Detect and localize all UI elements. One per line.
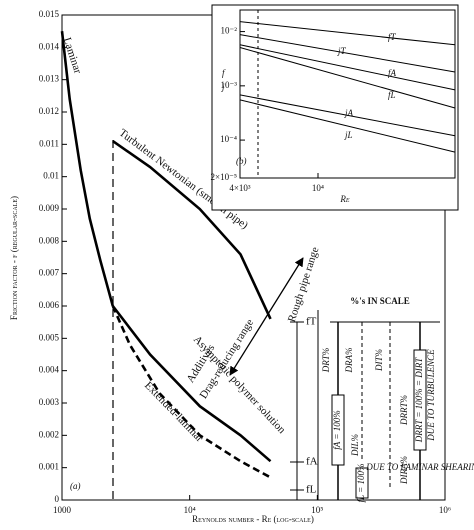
y-tick-label: 0.001 <box>39 462 59 472</box>
y-axis-label: Friction factor - f (regular-scale) <box>9 196 19 320</box>
y-tick-label: 10⁻³ <box>221 80 238 90</box>
annotation: Rough pipe range <box>286 246 322 324</box>
y-tick-label: 0.002 <box>39 429 59 439</box>
series-line <box>111 305 272 463</box>
scale-title: %'s IN SCALE <box>350 296 410 306</box>
series-line <box>239 47 456 109</box>
y-tick-label: 0.014 <box>39 41 60 51</box>
x-tick-label: 10⁶ <box>439 505 451 515</box>
scale-label: DIL% <box>350 434 360 457</box>
series-label: jA <box>344 108 354 118</box>
x-tick-label: 1000 <box>53 505 72 515</box>
series-line <box>239 44 456 91</box>
scale-label: DRA% <box>344 348 354 374</box>
series-label: fT <box>388 32 397 42</box>
y-tick-label: 0.013 <box>39 74 60 84</box>
series-label: fA <box>388 68 397 78</box>
series-label: fL <box>388 90 396 100</box>
scale-label: DUE TO LAMINAR SHEARING <box>365 462 474 472</box>
series-line <box>60 31 115 307</box>
y-tick-label: 2×10⁻⁵ <box>211 172 237 182</box>
y-tick-label: 0.004 <box>39 365 60 375</box>
y-tick-label: 0.012 <box>39 106 59 116</box>
y-tick-label: 10⁻² <box>221 26 238 36</box>
annotation: fL <box>306 484 317 496</box>
inset-background <box>211 4 459 211</box>
y-tick-label: 0.009 <box>39 203 60 213</box>
series-label: Extended-laminar <box>142 380 206 445</box>
series-line <box>239 99 456 153</box>
y-tick-label: 0.005 <box>39 332 60 342</box>
series-line <box>239 34 456 73</box>
scale-label: DUE TO TURBULENCE <box>426 349 436 442</box>
y-tick-label: 0.015 <box>39 9 60 19</box>
series-label: jT <box>337 46 347 56</box>
x-axis-label: Re <box>339 194 349 204</box>
panel-label: (b) <box>236 156 247 166</box>
scale-label: fL = 100% <box>356 464 366 503</box>
series-label: jL <box>344 130 353 140</box>
scale-label: DRRT = 100% = DIRT <box>414 357 424 443</box>
x-tick-label: 10⁵ <box>311 505 323 515</box>
scale-bars <box>330 321 440 500</box>
inset-frame <box>239 9 456 179</box>
x-tick-label: 10⁴ <box>184 505 196 515</box>
series-line <box>111 305 272 479</box>
annotation: (a) <box>70 481 81 491</box>
scale-label: DIT% <box>374 349 384 372</box>
y-tick-label: 10⁻⁴ <box>220 134 237 144</box>
scale-label: DRT% <box>321 348 331 374</box>
y-tick-label: 0.008 <box>39 235 60 245</box>
drag-arrow <box>229 257 304 376</box>
y-tick-label: 0.007 <box>39 268 60 278</box>
scale-label: DRRT% <box>399 395 409 426</box>
x-tick-label: 10⁴ <box>312 183 324 193</box>
y-axis-label: f <box>222 68 226 78</box>
annotation: fA <box>306 456 318 468</box>
y-axis-label: j <box>221 82 225 92</box>
series-line <box>239 94 456 137</box>
annotation: fT <box>306 316 317 328</box>
y-tick-label: 0.01 <box>43 171 59 181</box>
y-tick-label: 0 <box>55 494 60 504</box>
y-tick-label: 0.003 <box>39 397 60 407</box>
x-tick-label: 4×10³ <box>229 183 251 193</box>
scale-label: DIRA% <box>399 456 409 485</box>
x-axis-label: Reynolds number - Re (log-scale) <box>192 514 314 524</box>
series-line <box>239 21 456 46</box>
y-tick-label: 0.006 <box>39 300 60 310</box>
series-line <box>112 140 272 320</box>
scale-label: fA = 100% <box>332 410 342 449</box>
y-tick-label: 0.011 <box>39 138 59 148</box>
